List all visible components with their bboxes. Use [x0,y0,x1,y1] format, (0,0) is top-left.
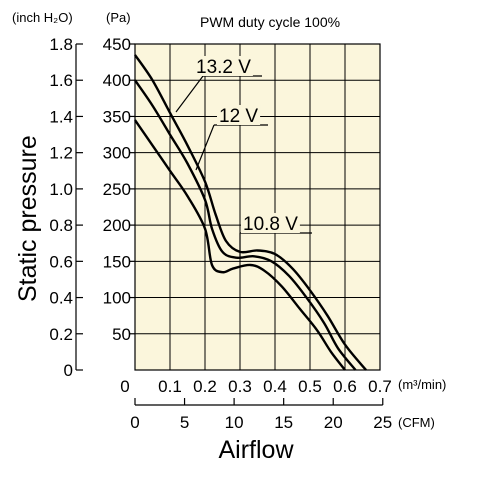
inch-tick-label: 1.8 [49,35,73,54]
curve-12-vv [134,79,357,371]
y-unit-inch: (inch H₂O) [12,10,73,25]
m3-tick-label: 0.2 [193,377,217,396]
m3-tick-label: 0.5 [298,377,322,396]
inch-tick-label: 0.2 [49,325,73,344]
annotations: 13.2 V 12 V 10.8 V [175,56,312,258]
pa-tick-label: 150 [103,252,131,271]
m3-tick-label: 0.4 [263,377,287,396]
inch-tick-label: 0.8 [49,216,73,235]
curve-label: 13.2 V [196,57,251,78]
pa-tick-label: 200 [103,216,131,235]
annotation-bg [217,105,261,125]
pa-tick-label: 450 [103,35,131,54]
inch-tick-label: 1.0 [49,180,73,199]
annotation-bg [194,56,253,76]
inch-tick-label: 0.6 [49,252,73,271]
inch-tick-label: 1.6 [49,71,73,90]
m3-tick-label: 0.7 [368,377,392,396]
pa-tick-label: 350 [103,107,131,126]
m3-tick-label: 0 [120,377,129,396]
curve-label: 10.8 V [243,214,298,235]
plot-frame [134,43,381,371]
pa-tick-label: 300 [103,144,131,163]
inch-tick-label: 1.2 [49,144,73,163]
cfm-tick-label: 10 [225,413,244,432]
cfm-tick-label: 25 [373,413,392,432]
x-unit-m3: (m³/min) [398,377,446,392]
pa-tick-label: 400 [103,71,131,90]
inch-tick-label: 0.4 [49,289,73,308]
pa-tick-label: 250 [103,180,131,199]
curve-label: 12 V [219,106,258,127]
y-unit-pa: (Pa) [106,10,131,25]
cfm-tick-label: 20 [324,413,343,432]
annotation-leader [195,124,215,171]
pa-tick-label: 50 [112,325,131,344]
inch-tick-label: 0 [64,361,73,380]
chart-title: PWM duty cycle 100% [200,14,340,30]
inch-tick-label: 1.4 [49,107,73,126]
m3-tick-label: 0.6 [333,377,357,396]
axes [75,43,384,406]
x-unit-cfm: (CFM) [398,415,435,430]
x-axis-label: Airflow [218,436,294,464]
pa-tick-label: 100 [103,289,131,308]
y-axis-label: Static pressure [14,135,42,302]
m3-tick-label: 0.1 [158,377,182,396]
annotation-leader [175,75,204,113]
cfm-tick-label: 0 [130,413,139,432]
cfm-tick-label: 15 [274,413,293,432]
ticks: 00.20.40.60.81.01.21.41.61.8501001502002… [49,35,392,432]
plot-background [135,44,380,370]
m3-tick-label: 0.3 [228,377,252,396]
cfm-tick-label: 5 [180,413,189,432]
annotation-bg [241,213,300,233]
curve-10-8-vv [134,119,346,371]
